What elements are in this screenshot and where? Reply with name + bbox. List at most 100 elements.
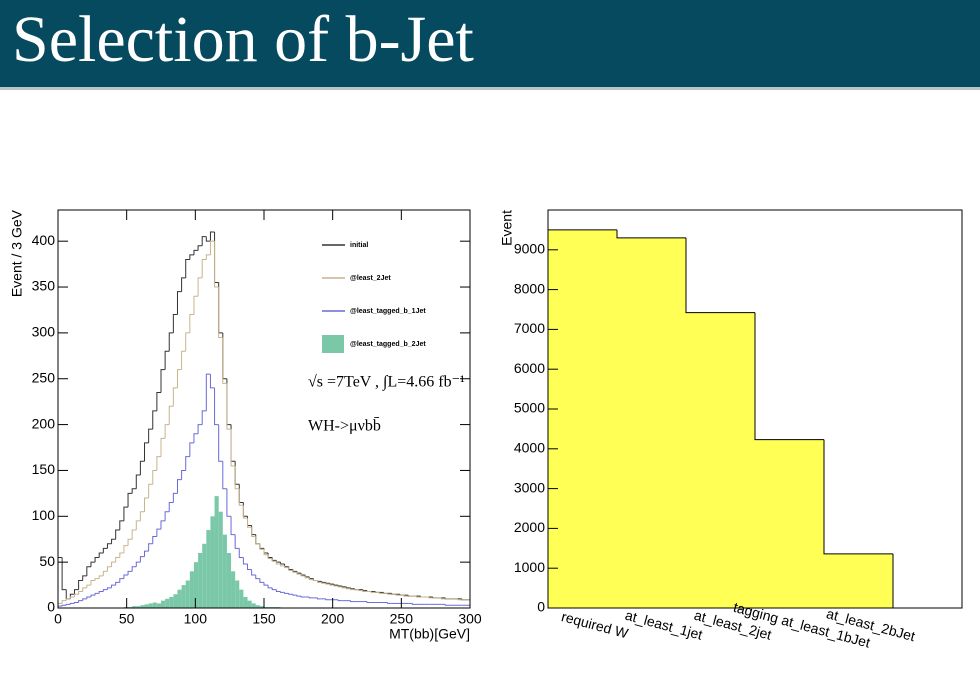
hist-step (242, 502, 248, 517)
hist-step (102, 570, 108, 576)
hist-step (115, 557, 120, 563)
hist-step (127, 538, 133, 546)
bar-outline (685, 237, 755, 314)
hist-step (168, 502, 174, 512)
hist-step (251, 527, 256, 537)
hist-step (172, 492, 178, 503)
hist-step (284, 565, 289, 569)
hist-bar (136, 606, 141, 608)
hist-step (119, 552, 124, 558)
hist-step (209, 240, 215, 255)
hist-bar (144, 604, 149, 608)
hist-bar (165, 598, 170, 608)
hist-step (325, 583, 330, 585)
hist-step (98, 575, 104, 579)
y-tick-label: 0 (47, 599, 55, 615)
hist-bar (185, 580, 190, 608)
hist-step (135, 561, 141, 567)
hist-step (102, 547, 108, 553)
hist-step (164, 511, 170, 521)
hist-bar (177, 589, 182, 608)
hist-step (98, 590, 104, 594)
hist-step (230, 516, 236, 536)
hist-step (317, 580, 322, 583)
hist-step (127, 492, 133, 508)
hist-step (73, 601, 79, 604)
hist-step (341, 585, 347, 588)
hist-step (73, 593, 79, 597)
hist-bar (251, 603, 256, 608)
hist-step (292, 570, 297, 573)
hist-step (387, 602, 392, 604)
x-tick-label: 50 (119, 611, 135, 627)
hist-step (82, 575, 87, 581)
hist-step (185, 259, 190, 278)
hist-step (251, 525, 256, 536)
x-axis-label: MT(bb)[GeV] (389, 626, 470, 642)
x-tick-label: 0 (54, 611, 62, 627)
hist-step (238, 488, 244, 506)
hist-step (440, 597, 446, 600)
hist-step (86, 596, 91, 599)
hist-step (144, 497, 149, 512)
hist-step (164, 350, 170, 370)
hist-step (226, 383, 232, 430)
bar-outline (616, 229, 686, 239)
annotation: WH->μνbb̄ (308, 417, 381, 435)
hist-bar (202, 543, 207, 608)
hist-bar (152, 602, 157, 608)
hist-step (358, 589, 363, 592)
bar (824, 553, 893, 608)
hist-step (337, 585, 343, 587)
hist-step (131, 566, 137, 572)
hist-step (176, 369, 182, 388)
hist-step (214, 232, 219, 283)
hist-step (197, 424, 203, 434)
hist-step (193, 433, 199, 443)
hist-step (119, 578, 124, 583)
hist-step (205, 254, 211, 260)
hist-bar (173, 594, 178, 608)
hist-step (78, 590, 83, 595)
legend-label: initial (350, 242, 368, 249)
hist-step (218, 287, 223, 338)
bar (548, 229, 617, 608)
legend-label: @least_tagged_b_2Jet (350, 341, 426, 348)
hist-step (94, 592, 100, 596)
hist-bar (222, 534, 227, 608)
hist-step (251, 569, 256, 576)
hist-step (275, 561, 281, 565)
hist-bar (189, 571, 194, 608)
hist-step (284, 563, 289, 568)
hist-step (259, 543, 264, 549)
hist-step (308, 596, 314, 599)
hist-step (234, 461, 240, 485)
hist-bar (214, 496, 219, 608)
hist-step (362, 590, 367, 592)
hist-step (176, 291, 182, 315)
hist-step (209, 374, 215, 389)
hist-step (168, 405, 174, 425)
hist-bar (239, 589, 244, 608)
hist-step (189, 314, 194, 333)
hist-step (292, 594, 297, 596)
hist-step (226, 488, 232, 517)
hist-step (78, 600, 83, 603)
y-tick-label: 9000 (514, 241, 545, 257)
hist-step (238, 484, 244, 504)
hist-step (271, 587, 277, 591)
hist-step (156, 391, 161, 411)
hist-step (308, 576, 314, 580)
y-tick-label: 150 (32, 461, 56, 477)
hist-step (86, 566, 91, 576)
hist-step (193, 295, 199, 315)
hist-step (156, 456, 161, 471)
x-tick-label: at_least_1jet (623, 607, 704, 643)
hist-step (115, 529, 120, 540)
hist-step (78, 579, 83, 590)
hist-bar (255, 605, 260, 608)
hist-step (263, 548, 269, 554)
hist-step (82, 587, 87, 592)
hist-step (284, 592, 289, 594)
legend-swatch (322, 335, 344, 353)
